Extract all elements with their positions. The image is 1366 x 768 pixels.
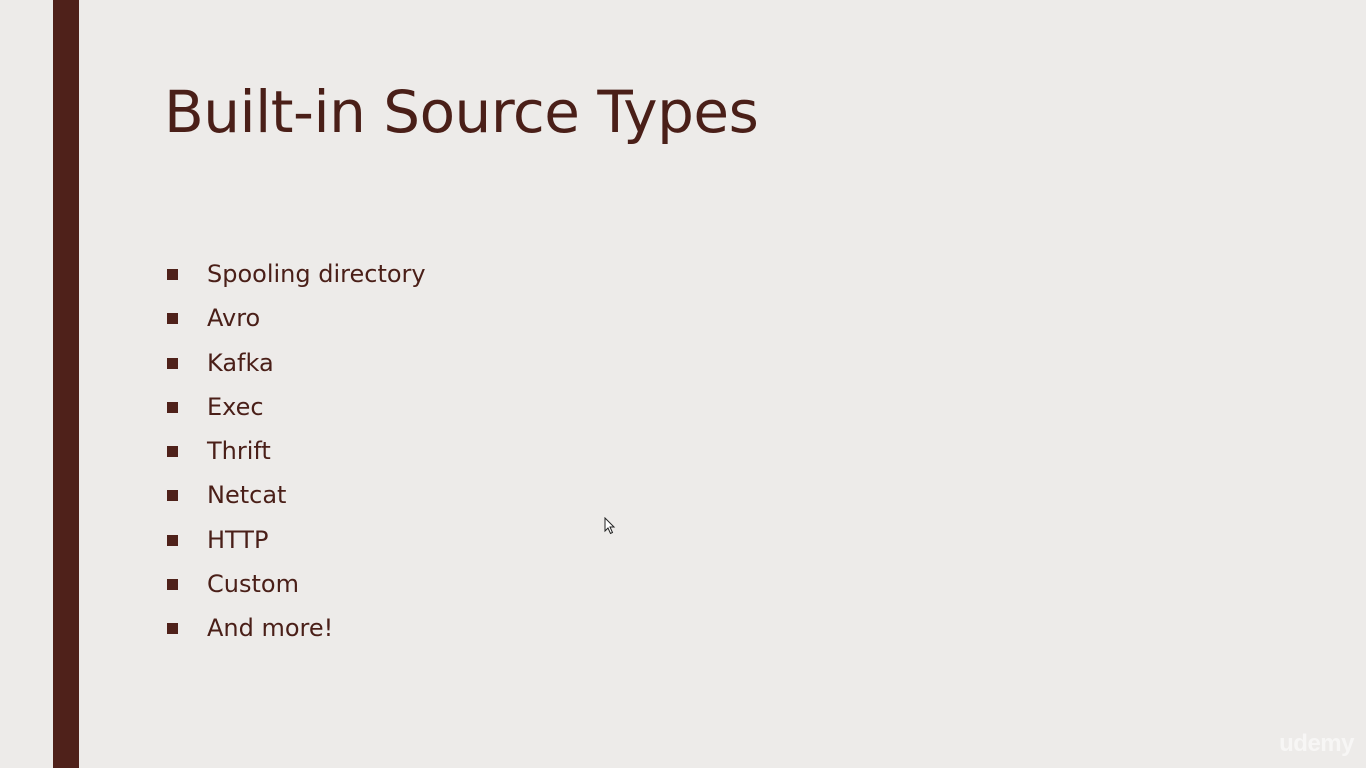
square-bullet-icon [167,623,178,635]
bullet-label: HTTP [207,525,269,554]
mouse-pointer-icon [604,517,616,535]
accent-bar [53,0,79,768]
bullet-label: Spooling directory [207,260,426,288]
list-item: Exec [164,385,426,429]
bullet-label: And more! [207,614,334,643]
bullet-label: Netcat [207,481,287,510]
list-item: Custom [164,562,426,606]
square-bullet-icon [167,490,178,502]
bullet-label: Kafka [207,348,274,377]
bullet-label: Thrift [207,437,271,466]
list-item: Netcat [164,473,426,517]
square-bullet-icon [167,313,178,325]
square-bullet-icon [167,401,178,413]
list-item: Thrift [164,429,426,473]
list-item: Spooling directory [164,252,426,296]
udemy-watermark: udemy [1279,730,1354,757]
square-bullet-icon [167,579,178,591]
list-item: Avro [164,296,426,340]
square-bullet-icon [167,534,178,546]
list-item: Kafka [164,341,426,385]
bullet-label: Custom [207,570,299,599]
list-item: And more! [164,606,426,650]
slide-title: Built-in Source Types [164,78,759,146]
square-bullet-icon [167,269,178,280]
bullet-label: Avro [207,304,261,333]
square-bullet-icon [167,357,178,369]
bullet-list: Spooling directory Avro Kafka Exec Thrif… [164,252,426,651]
bullet-label: Exec [207,392,264,421]
list-item: HTTP [164,518,426,562]
square-bullet-icon [167,446,178,458]
